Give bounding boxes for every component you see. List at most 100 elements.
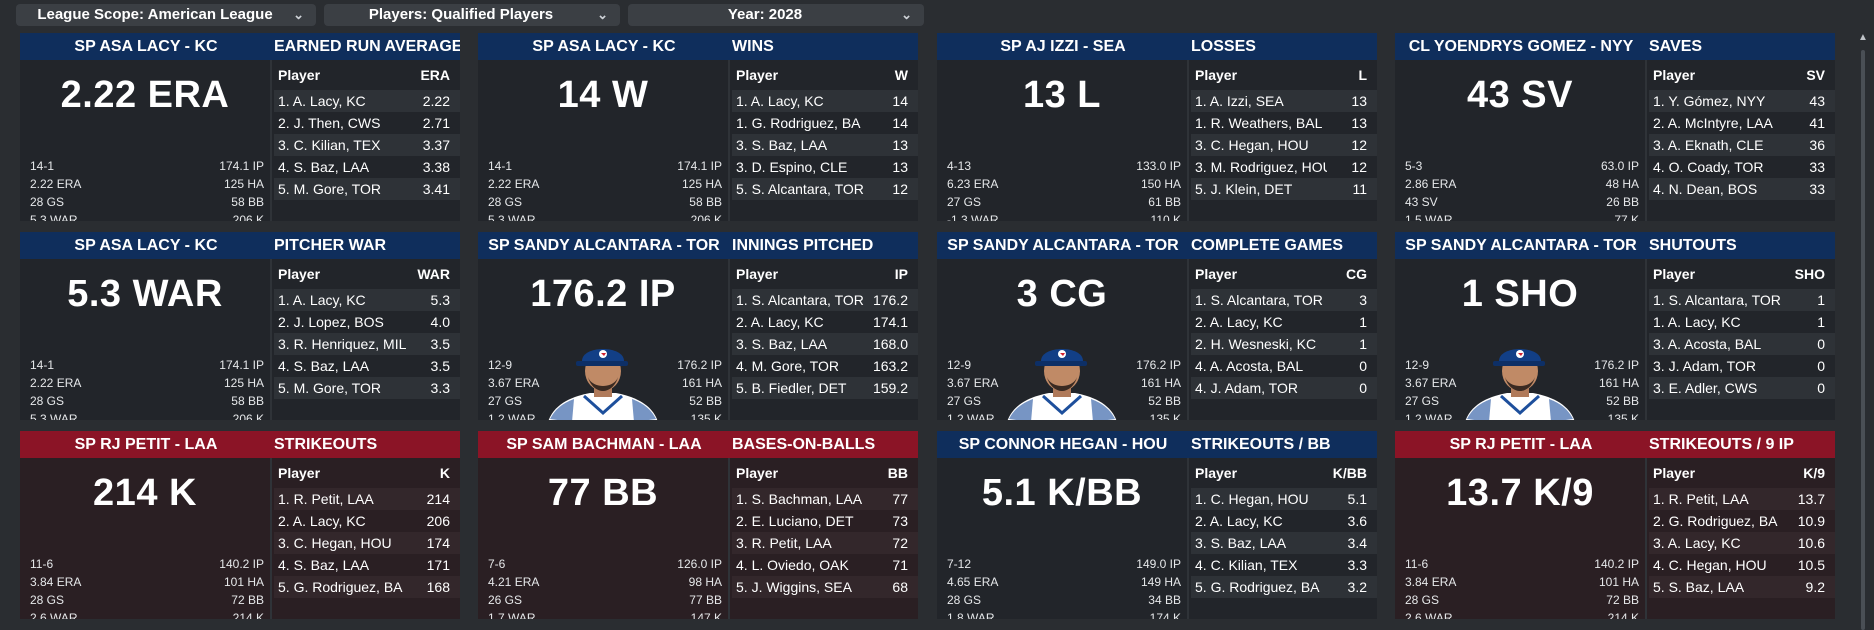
col-stat-header[interactable]: WAR (417, 266, 450, 282)
leader-row[interactable]: 1. A. Lacy, KC 2.22 (274, 90, 460, 112)
leader-name[interactable]: 5. M. Gore, TOR (278, 380, 381, 396)
leader-name[interactable]: 5. S. Alcantara, TOR (736, 181, 864, 197)
col-player-header[interactable]: Player (1653, 67, 1696, 83)
leader-row[interactable]: 1. S. Alcantara, TOR 3 (1191, 289, 1377, 311)
leader-row[interactable]: 2. A. Lacy, KC 3.6 (1191, 510, 1377, 532)
leader-name[interactable]: 1. A. Lacy, KC (278, 292, 366, 308)
leader-name[interactable]: 5. B. Fiedler, DET (736, 380, 847, 396)
leader-row[interactable]: 1. Y. Gómez, NYY 43 (1649, 90, 1835, 112)
leader-row[interactable]: 3. C. Hegan, HOU 12 (1191, 134, 1377, 156)
leader-row[interactable]: 1. A. Lacy, KC 1 (1649, 311, 1835, 333)
col-player-header[interactable]: Player (736, 465, 779, 481)
leader-name[interactable]: 4. O. Coady, TOR (1653, 159, 1764, 175)
leader-row[interactable]: 4. C. Hegan, HOU 10.5 (1649, 554, 1835, 576)
leader-row[interactable]: 3. C. Hegan, HOU 174 (274, 532, 460, 554)
leader-row[interactable]: 3. A. Eknath, CLE 36 (1649, 134, 1835, 156)
leaderboard-header[interactable]: Player BB (736, 465, 908, 485)
vertical-scrollbar[interactable]: ▲ (1858, 32, 1868, 630)
col-player-header[interactable]: Player (1195, 67, 1238, 83)
leader-name[interactable]: 1. R. Weathers, BAL (1195, 115, 1323, 131)
leader-name[interactable]: 1. S. Alcantara, TOR (736, 292, 864, 308)
leader-row[interactable]: 1. S. Bachman, LAA 77 (732, 488, 918, 510)
leader-row[interactable]: 3. C. Kilian, TEX 3.37 (274, 134, 460, 156)
leader-row[interactable]: 1. S. Alcantara, TOR 1 (1649, 289, 1835, 311)
leader-name[interactable]: 2. J. Lopez, BOS (278, 314, 384, 330)
leaderboard-header[interactable]: Player IP (736, 266, 908, 286)
leader-name[interactable]: 3. C. Hegan, HOU (1195, 137, 1309, 153)
leader-name[interactable]: 1. R. Petit, LAA (278, 491, 374, 507)
leaderboard-header[interactable]: Player SV (1653, 67, 1825, 87)
leader-name[interactable]: 4. S. Baz, LAA (278, 159, 370, 175)
leader-row[interactable]: 1. G. Rodriguez, BA 14 (732, 112, 918, 134)
leader-name[interactable]: 4. L. Oviedo, OAK (736, 557, 849, 573)
leaderboard-header[interactable]: Player SHO (1653, 266, 1825, 286)
leader-name[interactable]: 4. J. Adam, TOR (1195, 380, 1298, 396)
leader-row[interactable]: 5. M. Gore, TOR 3.41 (274, 178, 460, 200)
leader-name[interactable]: 1. S. Alcantara, TOR (1653, 292, 1781, 308)
leader-name[interactable]: 1. S. Alcantara, TOR (1195, 292, 1323, 308)
leader-name[interactable]: 3. J. Adam, TOR (1653, 358, 1756, 374)
leader-name[interactable]: 2. J. Then, CWS (278, 115, 381, 131)
col-player-header[interactable]: Player (1195, 266, 1238, 282)
leader-name[interactable]: 5. G. Rodriguez, BA (1195, 579, 1320, 595)
leader-row[interactable]: 3. A. Acosta, BAL 0 (1649, 333, 1835, 355)
col-player-header[interactable]: Player (1195, 465, 1238, 481)
col-stat-header[interactable]: K (439, 465, 450, 481)
leader-name[interactable]: 3. S. Baz, LAA (736, 137, 828, 153)
col-player-header[interactable]: Player (1653, 465, 1696, 481)
leader-name[interactable]: 2. A. Lacy, KC (736, 314, 824, 330)
leader-name[interactable]: 2. A. Lacy, KC (1195, 513, 1283, 529)
players-dropdown[interactable]: Players: Qualified Players ⌄ (324, 4, 620, 26)
leader-name[interactable]: 4. A. Acosta, BAL (1195, 358, 1304, 374)
leader-name[interactable]: 1. G. Rodriguez, BA (736, 115, 861, 131)
leader-name[interactable]: 1. A. Lacy, KC (736, 93, 824, 109)
featured-player-name[interactable]: SP SANDY ALCANTARA - TOR (1405, 237, 1637, 254)
leader-row[interactable]: 5. G. Rodriguez, BA 168 (274, 576, 460, 598)
leaderboard-header[interactable]: Player WAR (278, 266, 450, 286)
leader-name[interactable]: 4. C. Hegan, HOU (1653, 557, 1767, 573)
leader-row[interactable]: 2. A. Lacy, KC 1 (1191, 311, 1377, 333)
leader-row[interactable]: 1. S. Alcantara, TOR 176.2 (732, 289, 918, 311)
player-portrait[interactable] (1003, 341, 1121, 420)
leader-row[interactable]: 4. J. Adam, TOR 0 (1191, 377, 1377, 399)
leader-name[interactable]: 3. M. Rodriguez, HOU (1195, 159, 1327, 175)
leader-row[interactable]: 2. A. McIntyre, LAA 41 (1649, 112, 1835, 134)
featured-player-name[interactable]: SP CONNOR HEGAN - HOU (958, 436, 1168, 453)
col-player-header[interactable]: Player (736, 266, 779, 282)
leaderboard-header[interactable]: Player K/BB (1195, 465, 1367, 485)
leader-row[interactable]: 5. J. Klein, DET 11 (1191, 178, 1377, 200)
leader-name[interactable]: 3. C. Kilian, TEX (278, 137, 381, 153)
leader-name[interactable]: 4. S. Baz, LAA (278, 358, 370, 374)
leader-name[interactable]: 4. C. Kilian, TEX (1195, 557, 1298, 573)
leader-row[interactable]: 4. S. Baz, LAA 3.38 (274, 156, 460, 178)
leader-name[interactable]: 2. A. Lacy, KC (278, 513, 366, 529)
leader-name[interactable]: 1. S. Bachman, LAA (736, 491, 863, 507)
featured-player-name[interactable]: SP ASA LACY - KC (74, 237, 218, 254)
leaderboard-header[interactable]: Player ERA (278, 67, 450, 87)
leaderboard-header[interactable]: Player CG (1195, 266, 1367, 286)
col-stat-header[interactable]: K/BB (1332, 465, 1367, 481)
col-stat-header[interactable]: IP (894, 266, 908, 282)
leader-row[interactable]: 4. S. Baz, LAA 3.5 (274, 355, 460, 377)
leader-row[interactable]: 1. A. Lacy, KC 5.3 (274, 289, 460, 311)
leaderboard-header[interactable]: Player W (736, 67, 908, 87)
leader-row[interactable]: 4. O. Coady, TOR 33 (1649, 156, 1835, 178)
leader-name[interactable]: 3. A. Lacy, KC (1653, 535, 1741, 551)
leader-row[interactable]: 1. C. Hegan, HOU 5.1 (1191, 488, 1377, 510)
col-player-header[interactable]: Player (278, 67, 321, 83)
leader-row[interactable]: 5. G. Rodriguez, BA 3.2 (1191, 576, 1377, 598)
leader-row[interactable]: 3. S. Baz, LAA 13 (732, 134, 918, 156)
leader-row[interactable]: 2. A. Lacy, KC 206 (274, 510, 460, 532)
featured-player-name[interactable]: SP SANDY ALCANTARA - TOR (947, 237, 1179, 254)
col-stat-header[interactable]: K/9 (1803, 465, 1825, 481)
leader-name[interactable]: 5. M. Gore, TOR (278, 181, 381, 197)
leader-row[interactable]: 4. C. Kilian, TEX 3.3 (1191, 554, 1377, 576)
leader-name[interactable]: 5. J. Klein, DET (1195, 181, 1293, 197)
leader-row[interactable]: 3. A. Lacy, KC 10.6 (1649, 532, 1835, 554)
col-stat-header[interactable]: BB (887, 465, 908, 481)
leaderboard-header[interactable]: Player L (1195, 67, 1367, 87)
leader-row[interactable]: 2. G. Rodriguez, BA 10.9 (1649, 510, 1835, 532)
col-stat-header[interactable]: SHO (1794, 266, 1825, 282)
leader-name[interactable]: 2. A. McIntyre, LAA (1653, 115, 1773, 131)
featured-player-name[interactable]: SP AJ IZZI - SEA (1000, 38, 1126, 55)
